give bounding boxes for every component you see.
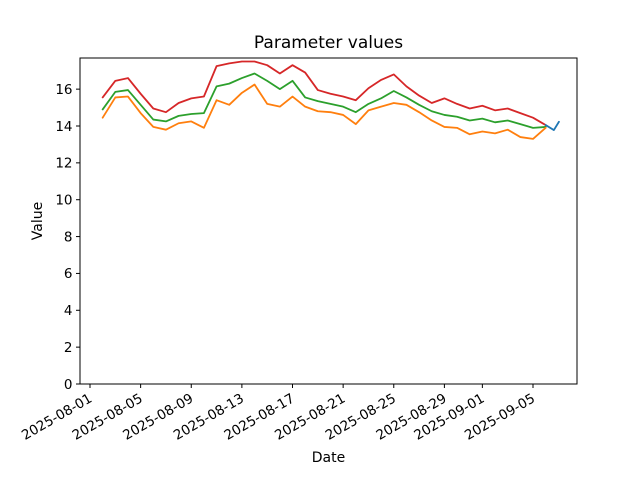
y-tick-label: 0 — [64, 377, 73, 393]
series-green-line — [101, 72, 547, 129]
series-red-line — [101, 60, 547, 126]
y-tick-label: 12 — [55, 156, 72, 172]
y-tick-label: 10 — [55, 193, 72, 209]
y-tick-label: 2 — [64, 340, 73, 356]
y-tick-label: 8 — [64, 229, 73, 245]
y-tick-label: 16 — [55, 82, 72, 98]
y-tick-label: 14 — [55, 119, 72, 135]
chart-title: Parameter values — [254, 33, 403, 53]
y-tick-label: 4 — [64, 303, 73, 319]
y-axis-label: Value — [30, 202, 46, 240]
series-blue-line — [544, 120, 560, 131]
plot-area-border — [79, 57, 578, 385]
x-axis-label: Date — [312, 450, 345, 466]
series-orange-line — [101, 83, 547, 140]
y-tick-label: 6 — [64, 266, 73, 282]
